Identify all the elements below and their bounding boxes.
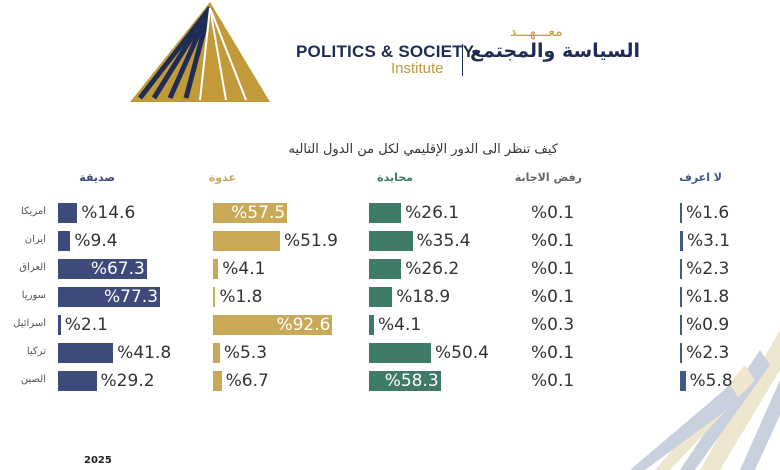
row-label: الصين <box>20 374 46 385</box>
bar-friendly <box>58 343 114 363</box>
bar-neutral <box>369 287 393 307</box>
column-header-neutral: محايدة <box>377 171 413 184</box>
bar-hostile <box>213 343 220 363</box>
data-label-neutral: %26.1 <box>405 203 460 223</box>
bar-neutral <box>369 315 375 335</box>
data-label-hostile: %1.8 <box>219 287 263 307</box>
bar-hostile <box>213 231 280 251</box>
data-label-friendly: %77.3 <box>104 287 159 307</box>
bar-unknown <box>680 231 683 251</box>
data-label-refused: %0.1 <box>531 343 575 363</box>
bar-hostile <box>213 287 216 307</box>
data-label-hostile: %92.6 <box>276 315 331 335</box>
brand-name-ar: السياسة والمجتمع <box>470 40 641 62</box>
data-label-friendly: %2.1 <box>64 315 108 335</box>
data-label-hostile: %57.5 <box>231 203 286 223</box>
bar-friendly <box>58 259 147 279</box>
data-label-friendly: %9.4 <box>74 231 118 251</box>
data-label-unknown: %5.8 <box>689 371 733 391</box>
data-label-refused: %0.1 <box>531 231 575 251</box>
column-header-friendly: صديقة <box>79 171 115 184</box>
data-label-neutral: %58.3 <box>384 371 439 391</box>
data-label-hostile: %6.7 <box>225 371 269 391</box>
data-label-refused: %0.1 <box>531 287 575 307</box>
bar-unknown <box>680 287 682 307</box>
bar-unknown <box>680 371 686 391</box>
data-label-friendly: %14.6 <box>81 203 136 223</box>
data-label-refused: %0.1 <box>531 203 575 223</box>
data-label-hostile: %5.3 <box>223 343 268 363</box>
bar-unknown <box>680 315 682 335</box>
data-label-neutral: %50.4 <box>434 343 489 363</box>
data-label-refused: %0.1 <box>531 371 575 391</box>
bar-hostile <box>213 371 222 391</box>
column-header-unknown: لا اعرف <box>679 171 722 184</box>
data-label-neutral: %35.4 <box>416 231 471 251</box>
chart-title: كيف تنظر الى الدور الإقليمي لكل من الدول… <box>288 142 558 157</box>
data-label-hostile: %4.1 <box>222 259 266 279</box>
data-label-refused: %0.1 <box>531 259 575 279</box>
data-label-friendly: %41.8 <box>117 343 172 363</box>
bar-neutral <box>369 343 431 363</box>
brand-name-en-sub: Institute <box>391 60 444 77</box>
column-header-hostile: عدوة <box>208 171 236 184</box>
bar-friendly <box>58 203 78 223</box>
column-header-refused: رفض الاجابة <box>514 171 582 184</box>
brand-name-ar-top: معـــهـــد <box>510 24 563 40</box>
bar-friendly <box>58 371 97 391</box>
bar-friendly <box>58 287 161 307</box>
data-label-unknown: %1.8 <box>686 287 730 307</box>
bar-hostile <box>213 259 219 279</box>
institute-logo-icon <box>130 2 270 102</box>
data-label-unknown: %2.3 <box>686 259 730 279</box>
row-label: تركيا <box>26 346 46 357</box>
brand-name-en: POLITICS & SOCIETY <box>296 42 475 61</box>
decorative-stripes <box>630 330 780 470</box>
bar-hostile <box>213 203 288 223</box>
data-label-refused: %0.3 <box>531 315 575 335</box>
data-label-hostile: %51.9 <box>283 231 338 251</box>
bar-hostile <box>213 315 333 335</box>
bar-unknown <box>680 343 683 363</box>
bar-neutral <box>369 203 402 223</box>
brand-divider <box>462 44 463 76</box>
bar-neutral <box>369 231 413 251</box>
row-label: ايران <box>24 234 46 245</box>
row-label: سوريا <box>21 290 46 301</box>
bar-friendly <box>58 315 61 335</box>
data-label-neutral: %26.2 <box>405 259 460 279</box>
data-label-unknown: %1.6 <box>686 203 730 223</box>
bar-neutral <box>369 259 402 279</box>
data-label-neutral: %4.1 <box>378 315 422 335</box>
bar-neutral <box>369 371 441 391</box>
row-label: اسرائيل <box>13 318 46 329</box>
data-label-unknown: %0.9 <box>686 315 730 335</box>
bar-unknown <box>680 259 683 279</box>
bar-unknown <box>680 203 682 223</box>
data-label-unknown: %2.3 <box>686 343 730 363</box>
row-label: العراق <box>19 262 46 273</box>
data-label-friendly: %67.3 <box>90 259 145 279</box>
bar-friendly <box>58 231 71 251</box>
data-label-unknown: %3.1 <box>686 231 731 251</box>
year-label: 2025 <box>84 455 112 466</box>
data-label-neutral: %18.9 <box>396 287 451 307</box>
row-label: امريكا <box>20 206 46 217</box>
data-label-friendly: %29.2 <box>100 371 155 391</box>
